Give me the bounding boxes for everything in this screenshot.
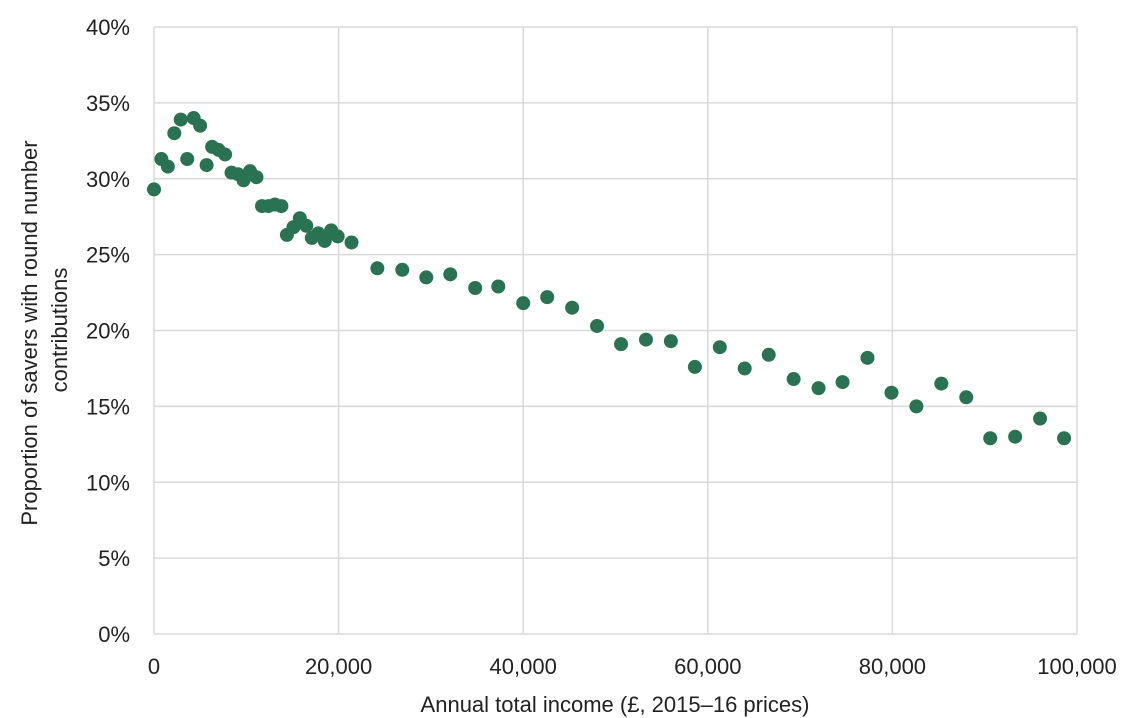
data-points [147,111,1072,446]
y-tick-label: 40% [86,15,130,40]
data-point [909,399,924,414]
y-tick-label: 25% [86,243,130,268]
data-point [173,112,188,127]
y-tick-label: 30% [86,167,130,192]
data-point [737,361,752,376]
data-point [160,159,175,174]
data-point [835,375,850,390]
data-point [565,300,580,315]
y-axis-title-line-1: Proportion of savers with round number [17,140,42,525]
data-point [1057,431,1072,446]
data-point [147,182,161,197]
y-tick-label: 5% [98,546,130,571]
data-point [468,281,483,296]
x-tick-label: 80,000 [859,654,926,679]
data-point [590,318,605,333]
data-point [249,170,264,185]
data-point [786,372,801,387]
data-point [934,376,949,391]
data-point [959,390,974,405]
data-point [167,126,182,141]
data-point [983,431,998,446]
data-point [860,350,875,365]
data-point [344,235,359,250]
data-point [274,199,289,214]
y-tick-label: 0% [98,622,130,647]
data-point [395,262,410,277]
data-point [884,385,899,400]
data-point [712,340,727,355]
data-point [491,279,506,294]
data-point [218,147,233,162]
data-point [1008,429,1023,444]
data-point [419,270,434,285]
data-point [1033,411,1048,426]
y-tick-label: 10% [86,470,130,495]
data-point [330,229,345,244]
data-point [299,218,314,233]
data-point [443,267,458,282]
x-tick-label: 20,000 [305,654,372,679]
y-tick-label: 15% [86,394,130,419]
y-axis-tick-labels: 0% 5% 10% 15% 20% 25% 30% 35% 40% [86,15,130,647]
data-point [317,233,332,248]
x-axis-title: Annual total income (£, 2015–16 prices) [421,692,810,717]
data-point [761,347,776,362]
data-point [199,158,214,173]
x-tick-label: 60,000 [674,654,741,679]
x-tick-label: 100,000 [1037,654,1117,679]
data-point [663,334,678,349]
x-tick-label: 0 [148,654,160,679]
y-tick-label: 35% [86,91,130,116]
data-point [638,332,653,347]
data-point [687,359,702,374]
y-axis-title-line-2: contributions [47,268,72,393]
y-tick-label: 20% [86,319,130,344]
data-point [180,152,195,167]
y-axis-title: Proportion of savers with round number c… [17,134,72,525]
data-point [614,337,629,352]
data-point [193,118,208,133]
data-point [540,290,555,305]
x-axis-tick-labels: 0 20,000 40,000 60,000 80,000 100,000 [148,654,1117,679]
data-point [516,296,531,311]
gridlines [153,26,1078,635]
data-point [811,381,826,396]
x-tick-label: 40,000 [490,654,557,679]
data-point [370,261,385,276]
